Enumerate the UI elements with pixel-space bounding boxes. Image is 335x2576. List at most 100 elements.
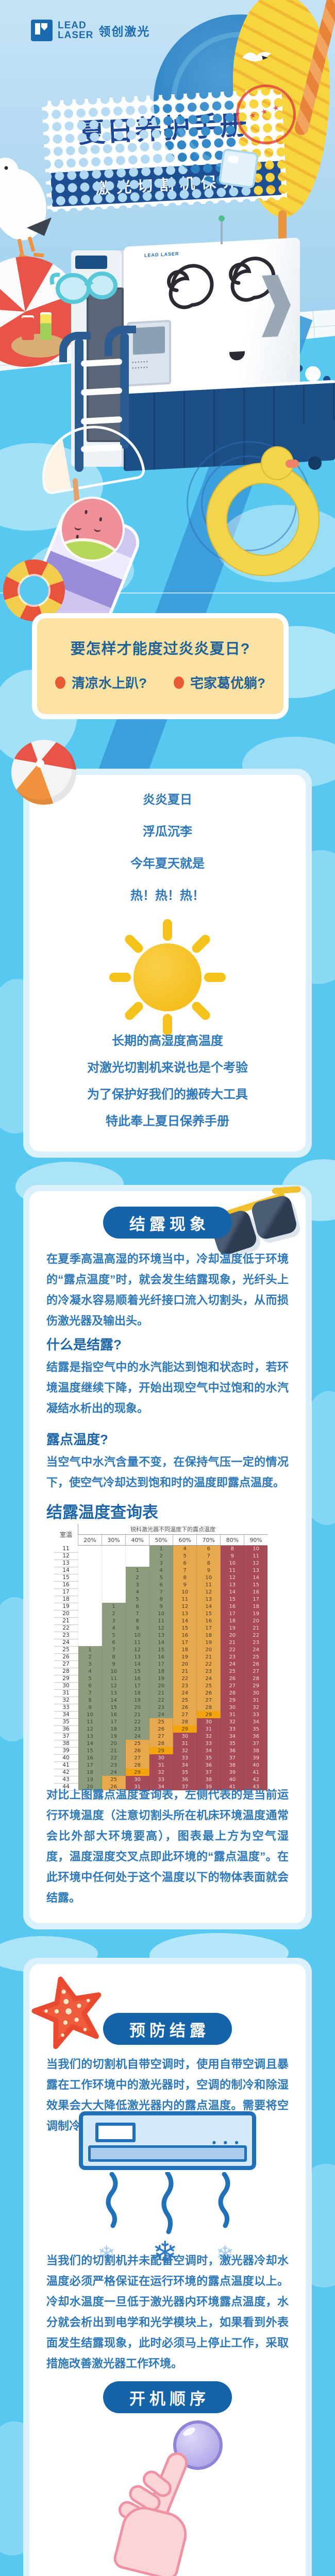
- prevent-card-frame: 预防结露 当我们的切割机自带空调时，使用自带空调且暴露在工作环境中的激光器时，空…: [23, 1958, 312, 2576]
- seagull-illustration: [0, 158, 52, 261]
- machine-body: LEAD LASER: [124, 238, 300, 399]
- snowflake-icon: ❄: [216, 2242, 234, 2266]
- humidity-col: 90%: [244, 1534, 267, 1546]
- table-row: 21 3 8 11 14 16 18 20: [54, 1617, 267, 1625]
- drink-glass-icon: [40, 312, 52, 340]
- table-row: 15 2 5 8 10 12 14: [54, 1574, 267, 1582]
- table-row: 44 20 26 31 34 37 39 41 43: [54, 1783, 267, 1791]
- question-option: 清凉水上趴?: [55, 673, 147, 692]
- bullet-dot-icon: [174, 676, 184, 689]
- table-humidity-header: 20% 30% 40% 50% 60% 70% 80% 90%: [54, 1534, 267, 1546]
- brand-logo: LEAD LASER 领创激光: [31, 20, 150, 41]
- dew-card: 结露现象 在夏季高温高湿的环境当中，冷却温度低于环境的“露点温度”时，就会发生结…: [29, 1186, 306, 1923]
- intro-line: 特此奉上夏日保养手册: [106, 1114, 229, 1128]
- ladder-rail: [120, 333, 129, 449]
- seagull-flying-icon: [242, 52, 271, 62]
- bullet-dot-icon: [55, 676, 66, 689]
- table-row: 33 9 15 20 23 26 28 30 32: [54, 1704, 267, 1711]
- table-row: 41 17 23 28 31 34 36 38 40: [54, 1761, 267, 1769]
- option-label: 清凉水上趴?: [72, 675, 147, 691]
- table-row: 40 16 22 27 30 33 35 37 39: [54, 1754, 267, 1762]
- table-row: 28 4 10 15 18 21 23 25 27: [54, 1668, 267, 1675]
- table-row: 35 11 17 22 25 28 30 32 34: [54, 1718, 267, 1726]
- starfish-icon: [31, 1976, 102, 2049]
- pink-umbrella-icon: [37, 420, 143, 493]
- section-pill-prevent: 预防结露: [103, 2013, 232, 2045]
- table-row: 26 2 8 13 16 19 21 23 25: [54, 1653, 267, 1661]
- table-row: 13 3 6 8 10 12: [54, 1560, 267, 1567]
- ice-cube-icon: [218, 148, 259, 189]
- table-row: 18 5 8 11 13 15 17: [54, 1596, 267, 1603]
- ladder-rail: [75, 338, 83, 472]
- intro-line: 对激光切割机来说也是个考验: [87, 1061, 248, 1075]
- humidity-col: 50%: [149, 1534, 173, 1546]
- question-option: 宅家葛优躺?: [174, 673, 265, 692]
- table-span-header: 室温 锐科激光器不同温度下的露点温度: [54, 1524, 267, 1538]
- table-row: 31 7 13 18 21 24 26 28 30: [54, 1689, 267, 1697]
- section-pill-dew: 结露现象: [103, 1207, 232, 1239]
- table-row: 11 1 4 6 8 10: [54, 1545, 267, 1553]
- table-row: 20 2 7 10 13 15 17 19: [54, 1610, 267, 1618]
- air-conditioner-illustration: • • • ❄ ❄ ❄: [79, 2111, 256, 2270]
- table-row: 43 19 25 30 33 36 38 40 42: [54, 1776, 267, 1784]
- dew-paragraph-1: 在夏季高温高湿的环境当中，冷却温度低于环境的“露点温度”时，就会发生结露现象，光…: [46, 1252, 289, 1327]
- intro-line: 浮瓜沉李: [143, 825, 192, 839]
- table-row: 36 12 18 23 26 29 31 33 35: [54, 1725, 267, 1733]
- duck-head: [262, 447, 299, 479]
- humidity-col: 60%: [173, 1534, 197, 1546]
- intro-line: 长期的高湿度高温度: [112, 1034, 223, 1048]
- intro-line: 热！热！热！: [130, 889, 205, 903]
- table-row: 42 18 24 29 32 35 37 39 41: [54, 1769, 267, 1776]
- machine-wheel: [308, 456, 322, 470]
- ladder-rung: [80, 416, 123, 425]
- section-pill-poweron: 开机顺序: [103, 2381, 232, 2413]
- table-corner-label: 室温: [59, 1531, 72, 1539]
- intro-line: 炎炎夏日: [143, 793, 192, 807]
- table-row: 32 8 14 19 22 25 27 29 31: [54, 1697, 267, 1704]
- humidity-col: 40%: [125, 1534, 149, 1546]
- machine-antenna: [219, 215, 225, 244]
- beach-ball-icon: [11, 740, 76, 805]
- table-row: 14 1 4 7 9 11 13: [54, 1567, 267, 1574]
- drink-glass-icon: [22, 315, 34, 340]
- question-options: 清凉水上趴? 宅家葛优躺?: [37, 673, 283, 692]
- table-row: 24 6 11 14 17 19 21 23: [54, 1639, 267, 1647]
- intro-card-frame: 炎炎夏日 浮瓜沉李 今年夏天就是 热！热！热！ 长期的高湿度高温度 对激光切割机…: [23, 769, 312, 1158]
- dew-paragraph-4: 对比上图露点温度查询表，左侧代表的是当前运行环境温度（注意切割头所在机床环境温度…: [46, 1788, 289, 1904]
- swim-goggles-icon: [49, 272, 118, 304]
- table-row: 19 1 6 9 12 14 16 18: [54, 1603, 267, 1611]
- table-row: 23 5 10 13 16 18 20 22: [54, 1632, 267, 1639]
- humidity-col: 30%: [102, 1534, 126, 1546]
- table-row: 30 6 12 17 20 23 25 27 29: [54, 1682, 267, 1690]
- intro-line: 为了保护好我们的搬砖大工具: [87, 1088, 248, 1101]
- brand-lead: LEAD: [58, 20, 87, 31]
- table-row: 39 15 21 26 29 32 34 36 38: [54, 1747, 267, 1755]
- watermelon-character: [58, 495, 127, 564]
- brand-laser: LASER: [58, 30, 94, 41]
- option-label: 宅家葛优躺?: [190, 675, 265, 691]
- brand-name-en: LEAD LASER: [58, 21, 93, 40]
- dew-card-frame: 结露现象 在夏季高温高湿的环境当中，冷却温度低于环境的“露点温度”时，就会发生结…: [23, 1185, 312, 1929]
- dew-paragraph-3: 当空气中水汽含量不变，在保持气压一定的情况下，使空气冷却达到饱和时的温度即露点温…: [46, 1455, 289, 1489]
- sand-mat: [11, 334, 67, 358]
- dew-point-table: 室温 锐科激光器不同温度下的露点温度 20% 30% 40% 50% 60% 70% 80% 9…: [54, 1524, 267, 1791]
- table-row: 34 10 16 21 24 27 29 31 33: [54, 1711, 267, 1719]
- machine-tower-cap: [75, 256, 107, 269]
- prevent-paragraph-2: 当我们的切割机并未配备空调时，激光器冷却水温度必须严格保证在运行环境的露点温度以…: [46, 2254, 289, 2370]
- dew-table-title: 结露温度查询表: [46, 1503, 158, 1521]
- prevent-card: 预防结露 当我们的切割机自带空调时，使用自带空调且暴露在工作环境中的激光器时，空…: [29, 1964, 306, 2576]
- machine-face: [167, 257, 276, 309]
- question-card: 要怎样才能度过炎炎夏日? 清凉水上趴? 宅家葛优躺?: [32, 613, 289, 719]
- dew-heading-what: 什么是结露?: [46, 1337, 122, 1352]
- table-span-title: 锐科激光器不同温度下的露点温度: [78, 1524, 267, 1535]
- table-row: 25 1 7 12 15 18 20 22 24: [54, 1646, 267, 1654]
- intro-line: 今年夏天就是: [130, 857, 205, 871]
- dew-paragraph-2: 结露是指空气中的水汽能达到饱和状态时，若环境温度继续下降，开始出现空气中过饱和的…: [46, 1361, 289, 1415]
- table-row: 22 4 9 12 15 17 19 21: [54, 1624, 267, 1632]
- table-row: 38 14 20 25 28 31 33 35 37: [54, 1740, 267, 1748]
- snowflake-icon: ❄: [152, 2235, 178, 2270]
- humidity-col: 70%: [196, 1534, 221, 1546]
- snowflake-icon: ❄: [97, 2242, 116, 2266]
- yellow-swim-ring: [207, 464, 319, 575]
